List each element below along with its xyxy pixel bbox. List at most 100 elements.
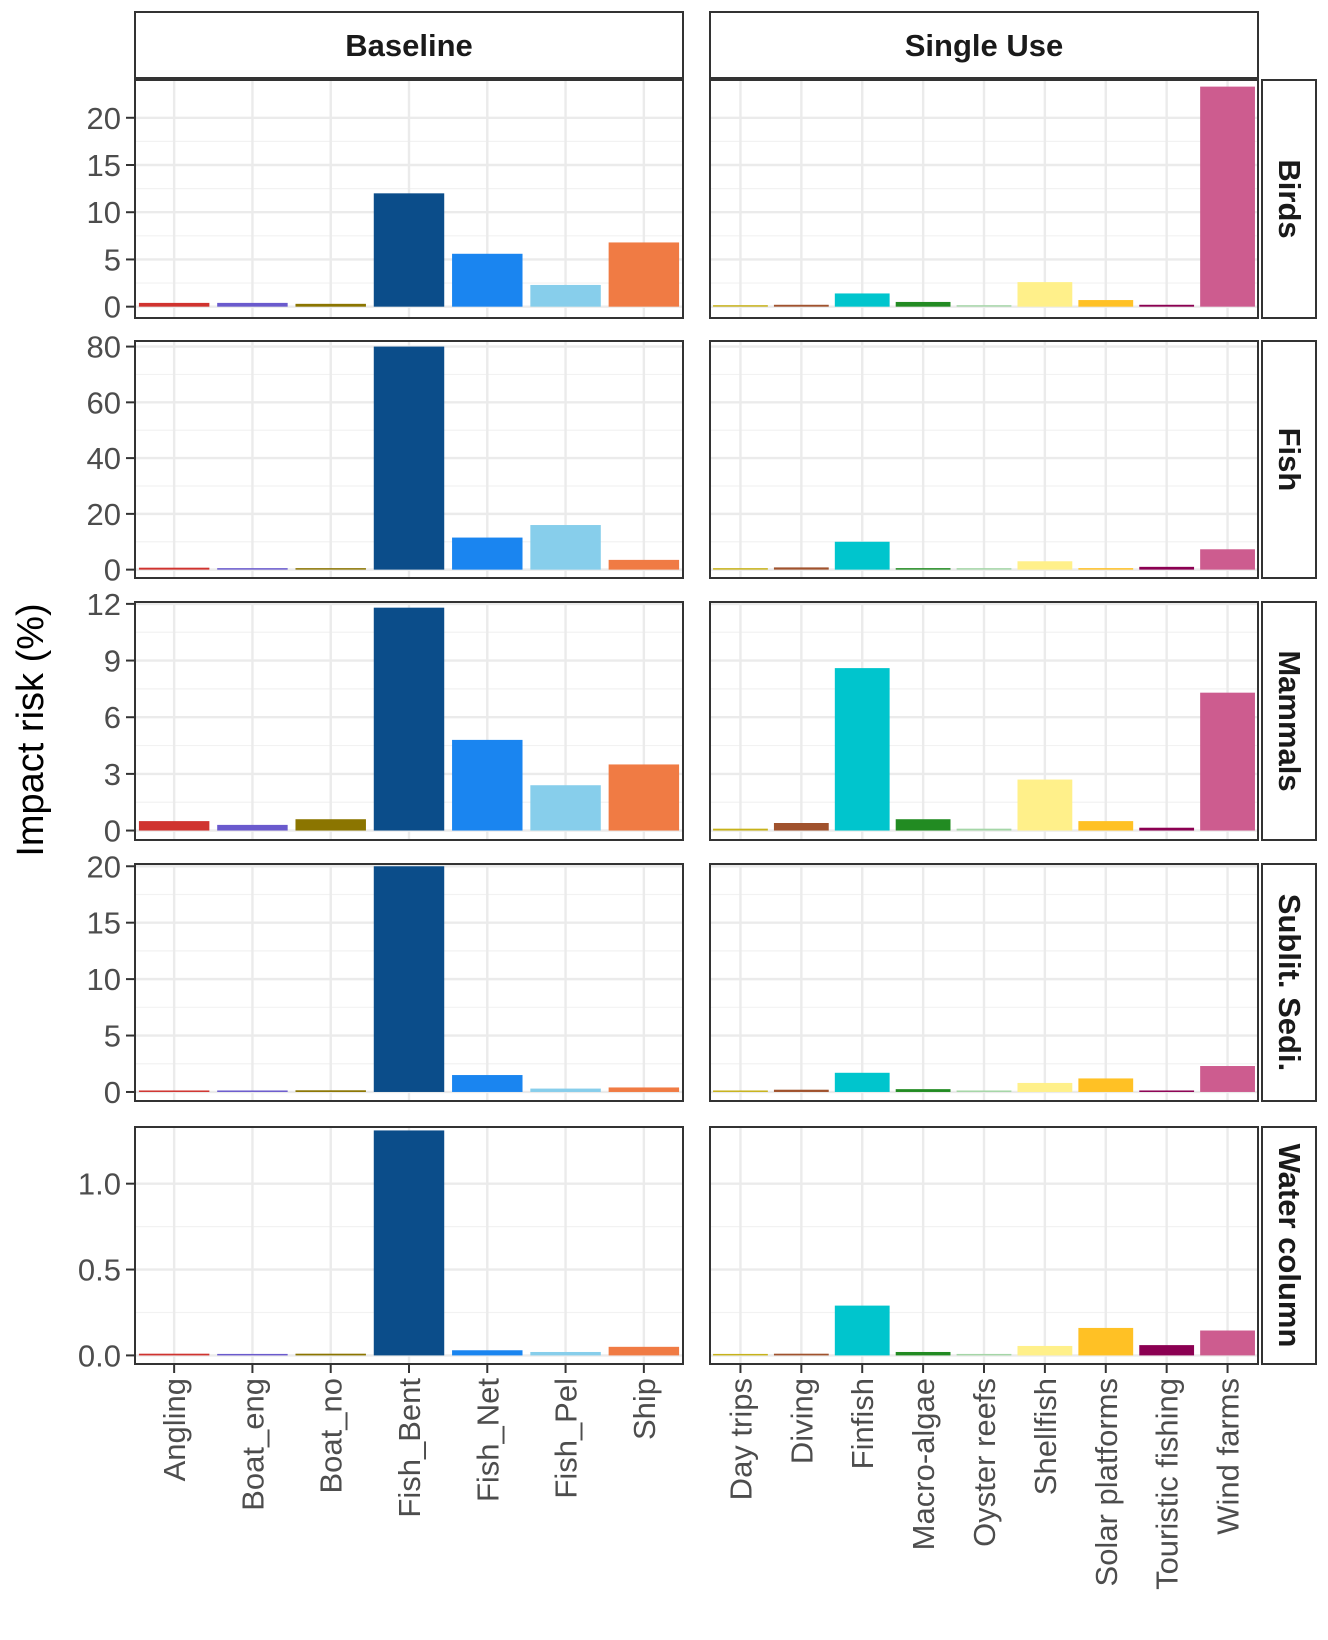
y-tick-label: 6: [104, 700, 121, 735]
x-tick-label: Fish_Net: [470, 1378, 505, 1502]
bar-single_use-wind-farms: [1200, 1066, 1255, 1092]
bar-baseline-fish-bent: [373, 346, 445, 570]
bar-single_use-oyster-reefs: [956, 1353, 1012, 1356]
bar-baseline-fish-bent: [373, 866, 445, 1092]
bar-baseline-fish-pel: [530, 284, 601, 307]
row-strip-label: Fish: [1272, 428, 1307, 492]
bar-single_use-macro-algae: [895, 819, 951, 831]
y-tick-label: 12: [87, 587, 121, 622]
bar-single_use-day-trips: [713, 568, 768, 570]
bar-single_use-solar-platforms: [1078, 821, 1134, 831]
bar-single_use-day-trips: [713, 305, 768, 307]
bar-baseline-fish-bent: [373, 193, 445, 307]
bar-single_use-touristic-fishing: [1139, 1090, 1195, 1092]
bar-baseline-fish-pel: [530, 1088, 601, 1092]
y-tick-label: 20: [87, 849, 121, 884]
bar-single_use-day-trips: [713, 828, 768, 831]
x-tick-label: Shellfish: [1028, 1378, 1063, 1495]
bar-baseline-ship: [608, 559, 680, 570]
panel-border: [134, 601, 684, 841]
y-tick-label: 10: [87, 962, 121, 997]
bar-single_use-touristic-fishing: [1139, 827, 1195, 831]
bar-baseline-fish-bent: [373, 607, 445, 831]
x-tick-label: Diving: [784, 1378, 819, 1464]
x-tick-label: Fish_Bent: [392, 1378, 427, 1518]
bar-single_use-diving: [773, 823, 829, 831]
y-tick-label: 15: [87, 906, 121, 941]
y-tick-label: 20: [87, 101, 121, 136]
bar-baseline-boat-no: [295, 568, 366, 570]
y-tick-label: 0: [104, 1075, 121, 1110]
bar-single_use-shellfish: [1017, 779, 1073, 831]
bar-single_use-macro-algae: [895, 1351, 951, 1356]
bar-single_use-finfish: [834, 293, 890, 307]
bar-baseline-fish-bent: [373, 1130, 445, 1356]
y-tick-label: 0: [104, 553, 121, 588]
row-strip: [1261, 1126, 1317, 1365]
row-strip-label: Sublit. Sedi.: [1272, 894, 1307, 1071]
bar-single_use-finfish: [834, 1305, 890, 1356]
bar-single_use-macro-algae: [895, 1089, 951, 1092]
bar-baseline-fish-net: [452, 1075, 523, 1092]
bar-single_use-solar-platforms: [1078, 1327, 1134, 1356]
bar-single_use-shellfish: [1017, 1345, 1073, 1356]
bar-single_use-touristic-fishing: [1139, 304, 1195, 307]
bar-baseline-angling: [138, 567, 210, 570]
y-tick-label: 1.0: [78, 1167, 121, 1202]
y-tick-label: 3: [104, 757, 121, 792]
bar-baseline-fish-net: [452, 1350, 523, 1356]
bar-baseline-ship: [608, 242, 680, 307]
y-tick-label: 0: [104, 290, 121, 325]
bar-baseline-boat-no: [295, 303, 366, 307]
column-strip-label: Single Use: [905, 28, 1064, 63]
column-strip-label: Baseline: [345, 28, 473, 63]
row-strip: [1261, 601, 1317, 841]
bar-single_use-shellfish: [1017, 282, 1073, 307]
bar-single_use-diving: [773, 567, 829, 570]
x-tick-label: Angling: [157, 1378, 192, 1481]
bar-baseline-angling: [138, 1090, 210, 1092]
x-tick-label: Oyster reefs: [967, 1378, 1002, 1547]
panel-border: [134, 863, 684, 1102]
row-strip: [1261, 863, 1317, 1102]
y-tick-label: 20: [87, 497, 121, 532]
y-tick-label: 5: [104, 242, 121, 277]
y-tick-label: 5: [104, 1019, 121, 1054]
panel-border: [709, 340, 1259, 579]
column-strip-baseline: [134, 11, 684, 79]
bar-single_use-macro-algae: [895, 301, 951, 307]
bar-baseline-boat-eng: [217, 1353, 288, 1356]
x-tick-label: Solar platforms: [1089, 1378, 1124, 1586]
bar-single_use-solar-platforms: [1078, 300, 1134, 307]
bar-single_use-day-trips: [713, 1353, 768, 1356]
y-tick-label: 80: [87, 330, 121, 365]
bar-baseline-fish-net: [452, 739, 523, 831]
bar-baseline-ship: [608, 764, 680, 831]
bar-baseline-angling: [138, 1353, 210, 1356]
bar-baseline-fish-pel: [530, 1351, 601, 1356]
bar-baseline-fish-net: [452, 537, 523, 570]
bar-single_use-oyster-reefs: [956, 1090, 1012, 1092]
panel-border: [709, 863, 1259, 1102]
bar-single_use-diving: [773, 304, 829, 307]
x-tick-label: Fish_Pel: [549, 1378, 584, 1499]
column-strip-single_use: [709, 11, 1259, 79]
bar-baseline-boat-eng: [217, 824, 288, 831]
y-tick-label: 40: [87, 441, 121, 476]
bar-single_use-solar-platforms: [1078, 1078, 1134, 1092]
bar-baseline-boat-no: [295, 1353, 366, 1356]
x-tick-label: Touristic fishing: [1150, 1378, 1185, 1590]
bar-single_use-wind-farms: [1200, 549, 1255, 570]
x-tick-label: Macro-algae: [906, 1378, 941, 1550]
bar-single_use-oyster-reefs: [956, 568, 1012, 570]
y-tick-label: 15: [87, 148, 121, 183]
panel-border: [134, 340, 684, 579]
bar-single_use-shellfish: [1017, 561, 1073, 570]
bar-baseline-angling: [138, 302, 210, 307]
x-tick-label: Finfish: [845, 1378, 880, 1469]
y-tick-label: 10: [87, 195, 121, 230]
y-tick-label: 9: [104, 644, 121, 679]
bar-single_use-oyster-reefs: [956, 305, 1012, 307]
x-tick-label: Boat_no: [314, 1378, 349, 1494]
